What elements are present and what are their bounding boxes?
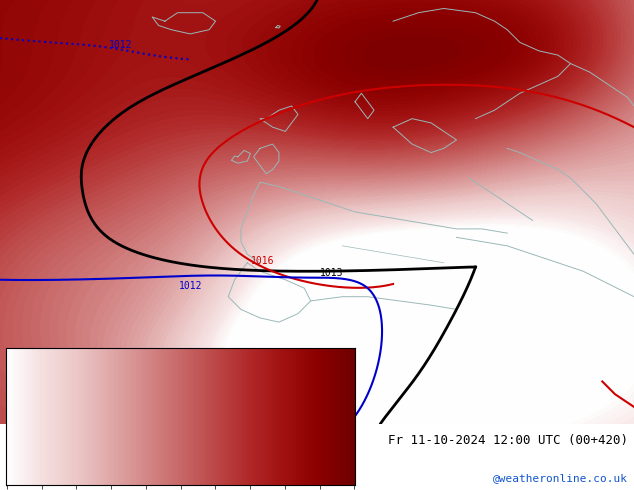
Text: 1016: 1016 <box>250 256 274 266</box>
Text: @weatheronline.co.uk: @weatheronline.co.uk <box>493 473 628 483</box>
Text: Surface pressure Spread [hPa] CFS: Surface pressure Spread [hPa] CFS <box>6 434 254 447</box>
Text: 1013: 1013 <box>320 269 344 278</box>
Text: 1012: 1012 <box>108 40 133 49</box>
Text: Fr 11-10-2024 12:00 UTC (00+420): Fr 11-10-2024 12:00 UTC (00+420) <box>387 434 628 447</box>
Text: 1012: 1012 <box>178 281 202 291</box>
